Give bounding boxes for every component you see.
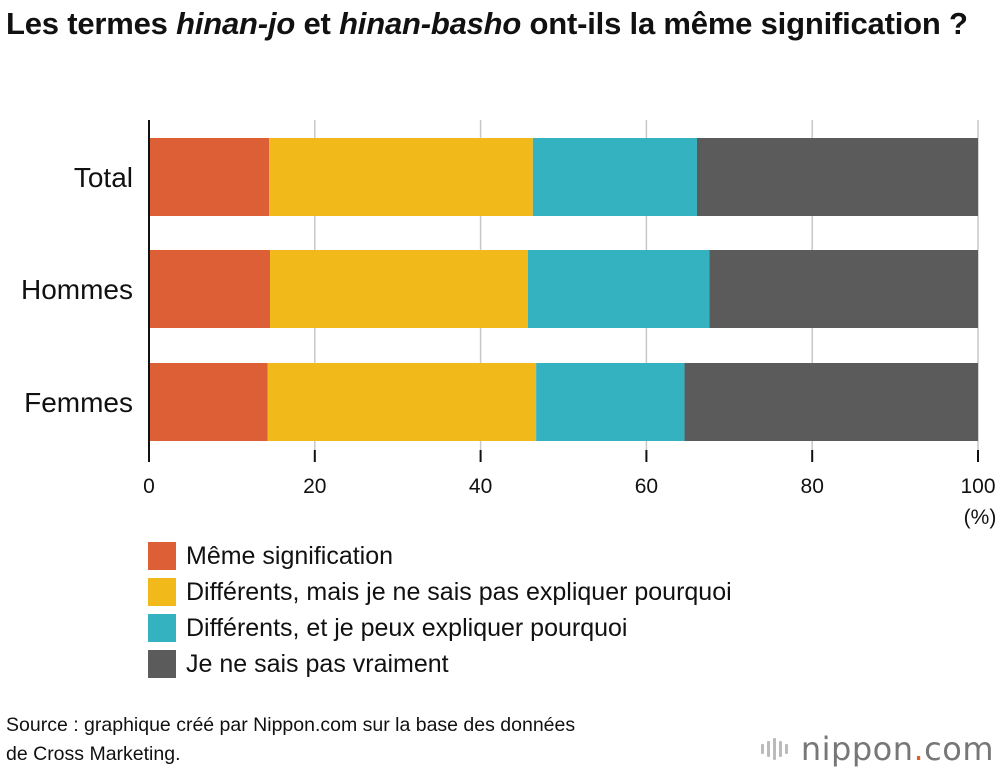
stacked-bar-chart: Total Hommes Femmes 0 20 40 60 80 100 (%) (21, 120, 997, 529)
category-label: Femmes (24, 387, 133, 418)
x-tick-label: 0 (143, 475, 155, 498)
bar-segment (149, 250, 271, 328)
source-line-1: Source : graphique créé par Nippon.com s… (6, 714, 576, 736)
bar-segment (709, 250, 978, 328)
bar-segment (532, 138, 697, 216)
x-tick-label: 20 (303, 475, 326, 498)
x-tick-label: 80 (801, 475, 824, 498)
bar-segment (536, 363, 685, 441)
legend: Même signification Différents, mais je ne… (148, 538, 732, 682)
bar-segment (270, 250, 528, 328)
bar-segment (267, 363, 537, 441)
chart-title: Les termes hinan-jo et hinan-basho ont-i… (6, 6, 968, 41)
source-note: Source : graphique créé par Nippon.com s… (6, 711, 575, 769)
bar-segment (269, 138, 533, 216)
bar-segment (684, 363, 978, 441)
legend-item: Différents, et je peux expliquer pourquo… (148, 610, 732, 646)
legend-label: Même signification (186, 542, 394, 570)
nippon-logo: nippon. com (760, 730, 994, 768)
legend-label: Je ne sais pas vraiment (186, 650, 449, 678)
category-label: Total (74, 162, 133, 193)
logo-mark-icon (760, 738, 791, 760)
legend-item: Je ne sais pas vraiment (148, 646, 732, 682)
x-unit-label: (%) (964, 506, 997, 529)
legend-swatch (148, 614, 176, 642)
category-label: Hommes (21, 274, 133, 305)
legend-label: Différents, mais je ne sais pas explique… (186, 578, 732, 606)
bar-segment (696, 138, 978, 216)
legend-item: Différents, mais je ne sais pas explique… (148, 574, 732, 610)
x-tick-label: 40 (469, 475, 492, 498)
x-tick-label: 100 (960, 475, 995, 498)
bar-segment (149, 138, 270, 216)
legend-item: Même signification (148, 538, 732, 574)
bar-segment (149, 363, 268, 441)
x-tick-label: 60 (635, 475, 658, 498)
legend-label: Différents, et je peux expliquer pourquo… (186, 614, 628, 642)
legend-swatch (148, 542, 176, 570)
legend-swatch (148, 650, 176, 678)
source-line-2: de Cross Marketing. (6, 743, 181, 765)
bar-segment (527, 250, 710, 328)
legend-swatch (148, 578, 176, 606)
